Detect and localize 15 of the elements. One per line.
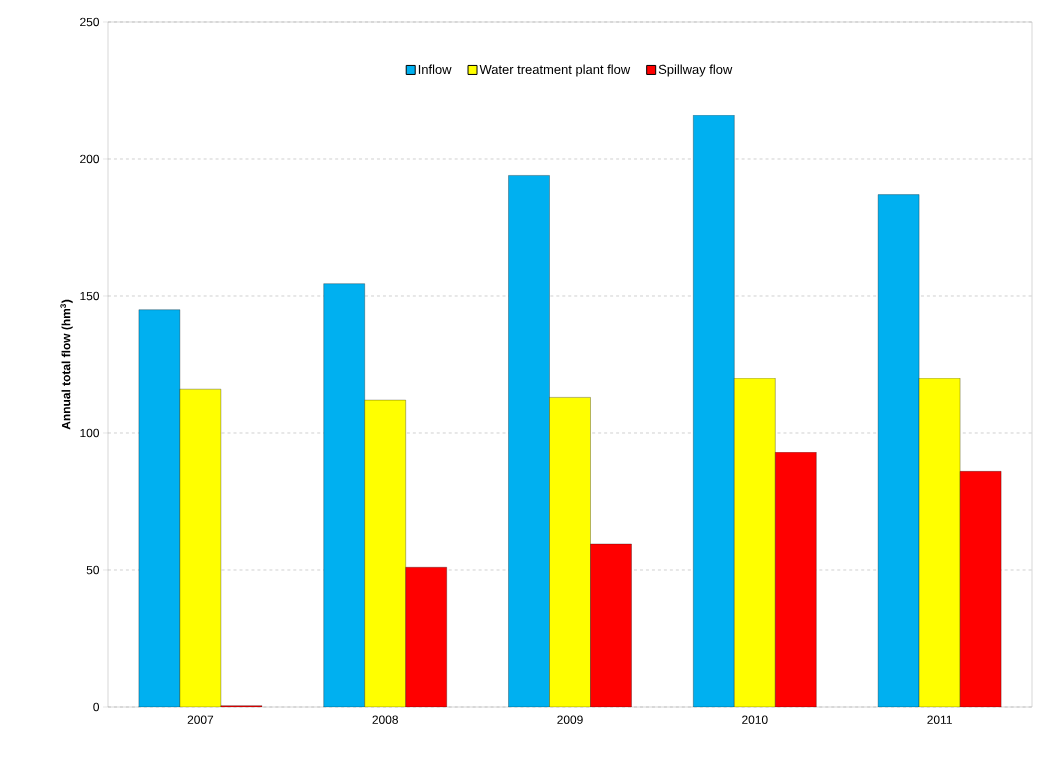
y-tick-label: 0 (93, 702, 100, 712)
y-tick-label: 100 (80, 428, 100, 438)
legend-label: Spillway flow (658, 64, 733, 77)
y-tick-label: 250 (80, 17, 100, 27)
y-tick-label: 200 (80, 154, 100, 164)
x-tick-label: 2008 (372, 715, 398, 724)
legend-label: Water treatment plant flow (479, 64, 631, 77)
x-tick-label: 2009 (557, 715, 583, 724)
y-tick-label: 50 (86, 565, 100, 575)
legend-label: Inflow (418, 64, 452, 75)
x-tick-label: 2007 (187, 715, 214, 724)
y-axis-title: Annual total flow (hm$^{3}$) (60, 299, 73, 430)
x-tick-label: 2010 (742, 715, 768, 724)
y-tick-label: 150 (80, 291, 100, 301)
x-tick-label: 2011 (927, 715, 952, 724)
